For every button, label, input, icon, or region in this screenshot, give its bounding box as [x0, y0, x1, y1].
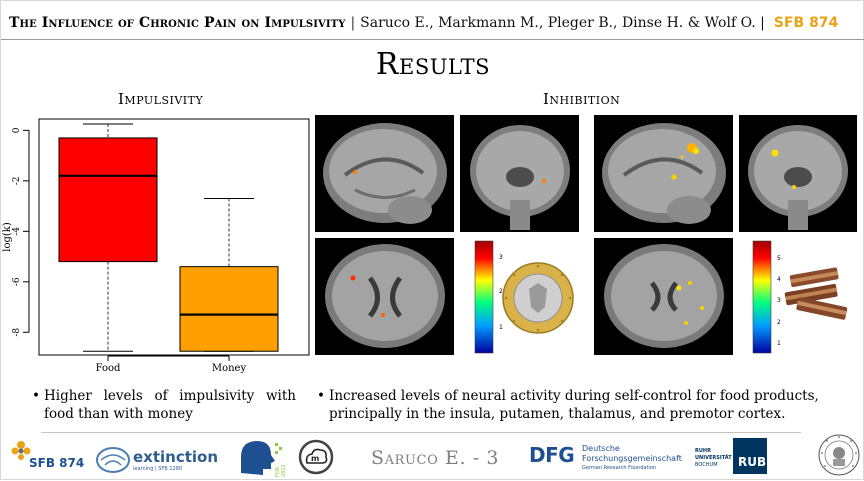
y-tick-label: -4	[12, 227, 22, 236]
brain-coronal-food	[739, 115, 857, 232]
impulsivity-boxplot: 0 -2 -4 -6 -8 log(k) Food Money	[2, 118, 310, 374]
results-heading: Results	[375, 47, 491, 82]
brain-sagittal-money	[315, 115, 454, 232]
euro-coin-image	[502, 262, 574, 334]
rub-box: RUB	[733, 438, 767, 474]
colorbar-food-tick: 5	[777, 255, 781, 262]
brain-icon	[96, 447, 130, 473]
brain-axial-food	[594, 238, 733, 355]
dfg-line2: Forschungsgemeinschaft	[582, 454, 682, 463]
bullet-dot: •	[32, 388, 40, 404]
bullet-impulsivity: • Higher levels of impulsivity with food…	[32, 387, 296, 423]
plot-frame	[38, 118, 310, 356]
colorbar-food-tick: 2	[777, 319, 781, 326]
y-tick-label: -2	[12, 176, 22, 185]
humboldt-seal-logo	[818, 434, 860, 476]
wafer-cookie-image	[784, 267, 848, 320]
sfb-logo-text: SFB 874	[29, 456, 85, 470]
ruhr-line3: BOCHUM	[695, 462, 718, 468]
bullet-dot: •	[317, 388, 325, 404]
header: The Influence of Chronic Pain on Impulsi…	[9, 11, 857, 35]
box-money	[179, 266, 279, 352]
extinction-logo: extinction learning | SFB 1280	[95, 445, 223, 477]
sfb-flower-icon	[11, 441, 31, 460]
y-tick-label: -6	[12, 277, 22, 286]
svg-text:m: m	[311, 454, 319, 463]
sfb-logo: SFB 874	[7, 435, 87, 475]
header-rule	[1, 39, 864, 40]
bullet-inhibition: • Increased levels of neural activity du…	[317, 387, 859, 423]
dfg-logo-mark: DFG	[529, 443, 575, 467]
y-tick-label: 0	[12, 127, 22, 133]
head-profile-icon	[241, 441, 282, 475]
poster-title: The Influence of Chronic Pain on Impulsi…	[9, 15, 346, 31]
rub-text: RUB	[738, 455, 767, 469]
brain-axial-money	[315, 238, 454, 355]
colorbar-food-tick: 4	[777, 276, 781, 283]
bullet-impulsivity-text: Higher levels of impulsivity with food t…	[44, 388, 296, 422]
extinction-logo-sub: learning | SFB 1280	[133, 466, 183, 472]
for-logo-text: FOR 2812	[275, 464, 287, 477]
ruhr-line1: RUHR	[695, 448, 711, 454]
brain-coronal-money	[460, 115, 579, 232]
extinction-logo-text: extinction	[133, 448, 219, 466]
colorbar-money-tick: 1	[499, 324, 503, 331]
bullet-inhibition-text: Increased levels of neural activity duri…	[329, 388, 819, 422]
impulsivity-title: Impulsivity	[118, 90, 204, 108]
brain-sagittal-food	[594, 115, 733, 232]
colorbar-food: 5 4 3 2 1	[752, 240, 781, 354]
dfg-logo: DFG Deutsche Forschungsgemeinschaft Germ…	[529, 441, 699, 477]
inhibition-title: Inhibition	[543, 90, 621, 108]
header-separator: |	[350, 15, 356, 31]
rub-logo: RUHR UNIVERSITÄT BOCHUM RUB	[695, 438, 769, 474]
x-tick-label: Money	[212, 363, 247, 374]
box-food	[58, 137, 158, 263]
authors: Saruco E., Markmann M., Pleger B., Dinse…	[360, 15, 765, 31]
colorbar-money-tick: 2	[499, 288, 503, 295]
cloud-m-logo: m	[298, 439, 334, 475]
project-label: SFB 874	[773, 15, 839, 31]
y-tick-label: -8	[12, 328, 22, 337]
footer-note: Saruco E. - 3	[371, 447, 500, 469]
colorbar-food-tick: 1	[777, 340, 781, 347]
dfg-line3: German Research Foundation	[582, 465, 657, 471]
for-logo: FOR 2812	[237, 437, 287, 477]
colorbar-money: 3 2 1	[474, 240, 503, 354]
x-tick-label: Food	[96, 363, 121, 374]
colorbar-money-tick: 3	[499, 254, 503, 261]
footer-rule	[41, 432, 801, 433]
dfg-line1: Deutsche	[582, 444, 620, 453]
ruhr-line2: UNIVERSITÄT	[695, 455, 732, 461]
y-axis-label: log(k)	[2, 222, 13, 252]
colorbar-food-tick: 3	[777, 297, 781, 304]
